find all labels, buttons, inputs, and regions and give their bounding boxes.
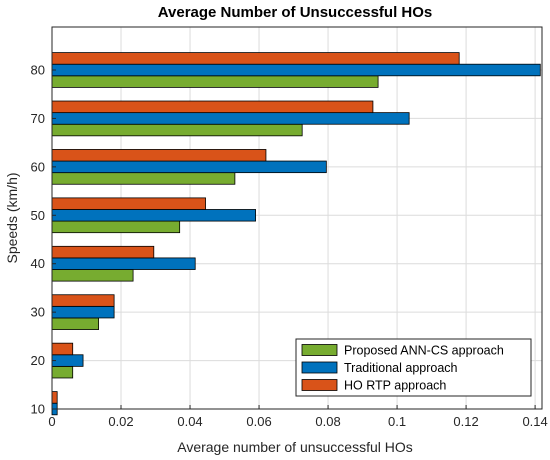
y-tick-label: 60: [31, 159, 45, 174]
bar-series-1-speed-30: [51, 317, 99, 330]
bar-series-3-speed-70: [51, 100, 374, 114]
y-axis-label: Speeds (km/h): [4, 172, 20, 263]
y-tick-label: 80: [31, 63, 45, 78]
x-tick-label: 0.1: [388, 414, 406, 429]
x-tick-label: 0.02: [108, 414, 133, 429]
bar-series-1-speed-60: [51, 172, 236, 185]
legend: Proposed ANN-CS approach Traditional appr…: [295, 338, 532, 397]
legend-swatch: [301, 379, 338, 391]
legend-swatch: [301, 344, 338, 356]
bar-series-3-speed-30: [51, 294, 115, 307]
bar-series-3-speed-10: [51, 391, 58, 404]
bars: [51, 52, 541, 416]
x-tick-label: 0: [48, 414, 55, 429]
bar-series-1-speed-80: [51, 75, 379, 88]
bar-series-3-speed-20: [51, 342, 74, 356]
bar-series-3-speed-60: [51, 149, 267, 162]
x-tick-label: 0.14: [522, 414, 547, 429]
bar-series-2-speed-50: [51, 209, 256, 222]
plot-frame: [51, 26, 543, 410]
y-tick-label: 20: [31, 353, 45, 368]
bar-series-3-speed-50: [51, 197, 206, 210]
legend-swatch: [301, 361, 338, 374]
legend-label: Proposed ANN-CS approach: [344, 344, 504, 358]
bar-series-1-speed-40: [51, 269, 134, 282]
x-tick-label: 0.06: [246, 414, 271, 429]
y-tick-label: 10: [31, 402, 45, 417]
bar-series-3-speed-40: [51, 245, 155, 259]
x-axis-label: Average number of unsuccessful HOs: [177, 439, 413, 455]
bar-series-2-speed-80: [51, 63, 541, 77]
bar-series-2-speed-20: [51, 354, 84, 367]
y-tick-label: 30: [31, 305, 45, 320]
bar-series-2-speed-40: [51, 257, 196, 270]
y-tick-label: 70: [31, 111, 45, 126]
bar-series-2-speed-60: [51, 160, 327, 174]
legend-label: Traditional approach: [344, 361, 458, 375]
bar-series-1-speed-50: [51, 220, 181, 234]
chart-title: Average Number of Unsuccessful HOs: [158, 4, 433, 21]
x-tick-label: 0.04: [177, 414, 202, 429]
ticks: 0 0.02 0.04 0.06 0.08 0.1 0.12 0.14 10 20 30 40 50 60…: [31, 63, 548, 430]
bar-series-2-speed-30: [51, 305, 115, 319]
bar-series-3-speed-80: [51, 52, 460, 65]
y-tick-label: 50: [31, 208, 45, 223]
bar-series-1-speed-20: [51, 365, 74, 379]
y-tick-label: 40: [31, 256, 45, 271]
x-tick-label: 0.08: [315, 414, 340, 429]
bar-series-2-speed-70: [51, 112, 410, 125]
legend-label: HO RTP approach: [344, 379, 446, 393]
bar-series-1-speed-70: [51, 123, 303, 137]
x-tick-label: 0.12: [453, 414, 478, 429]
